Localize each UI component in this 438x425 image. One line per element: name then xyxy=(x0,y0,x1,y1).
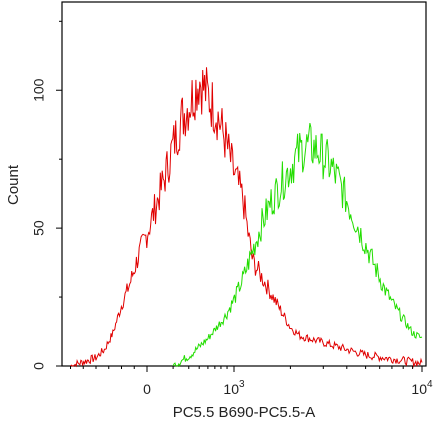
x-tick-label: 0 xyxy=(143,381,151,397)
series-line-red xyxy=(70,67,423,368)
x-axis-ticks: 0 103 104 xyxy=(70,366,433,397)
plot-frame xyxy=(61,1,427,367)
y-tick-label: 50 xyxy=(31,220,47,236)
y-axis-ticks: 0 50 100 xyxy=(31,20,62,370)
x-axis-title: PC5.5 B690-PC5.5-A xyxy=(173,404,316,421)
x-tick-label: 103 xyxy=(223,379,245,397)
series-line-green xyxy=(172,122,423,367)
series-layer xyxy=(70,67,423,368)
y-axis-title: Count xyxy=(5,164,22,205)
y-tick-label: 0 xyxy=(31,362,47,370)
x-tick-label: 104 xyxy=(411,379,433,397)
y-tick-label: 100 xyxy=(31,78,47,102)
